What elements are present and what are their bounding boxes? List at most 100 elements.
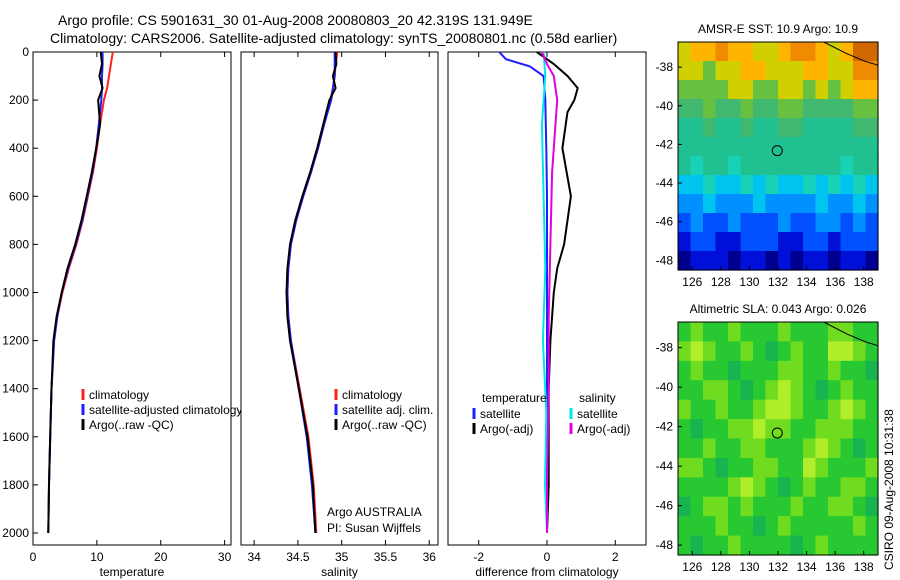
map-cell [778,438,792,459]
map-cell [715,61,729,81]
map-cell [840,156,854,176]
map-cell [815,535,829,556]
map-cell [715,42,729,62]
map-cell [715,175,729,195]
map-cell [840,477,854,498]
map-cell [690,232,704,252]
map-cell [690,156,704,176]
salinity-panel: 34 34.5 35 35.5 36 salinity climatologysatelli… [240,51,439,579]
map-cell [715,496,729,517]
map-cell [790,419,804,440]
plot-frame [240,51,439,546]
map-cell [840,80,854,100]
map-cell [715,457,729,478]
map-cell [790,175,804,195]
map-cell [828,457,842,478]
map-cell [840,42,854,62]
map-cell [790,137,804,157]
y-tick-label: -38 [656,341,674,355]
map-cell [690,516,704,537]
map-cell [865,232,879,252]
map-cell [790,535,804,556]
legend-entry: satellite [480,407,521,421]
map-cell [815,232,829,252]
map-cell [803,477,817,498]
map-cell [803,322,817,343]
map-cell [703,322,717,343]
map-cell [703,457,717,478]
map-cell [828,232,842,252]
map-cell [853,42,867,62]
map-cell [690,42,704,62]
map-cell [753,438,767,459]
map-cell [828,322,842,343]
map-cell [753,99,767,119]
map-cell [828,137,842,157]
map-cell [840,322,854,343]
map-cell [790,99,804,119]
series-line-argo-raw-qc- [285,51,338,534]
map-cell [728,477,742,498]
x-axis-label: difference from climatology [475,565,618,579]
map-cell [790,251,804,271]
map-cell [740,516,754,537]
map-cell [728,457,742,478]
map-cell [778,477,792,498]
map-cell [678,496,692,517]
map-cell [740,496,754,517]
y-tick-label: 600 [9,189,29,203]
map-cell [703,61,717,81]
map-cell [790,80,804,100]
map-cell [678,194,692,214]
map-cell [765,477,779,498]
map-cell [690,399,704,420]
y-tick-label: 1800 [2,478,29,492]
map-cell [678,477,692,498]
map-cell [703,516,717,537]
map-cell [678,80,692,100]
map-cell [753,42,767,62]
map-cell [690,137,704,157]
y-tick-label: -44 [656,459,674,473]
map-cell [803,438,817,459]
map-cell [765,61,779,81]
y-tick-label: 2000 [2,526,29,540]
y-tick-label: 800 [9,237,29,251]
map-cell [803,419,817,440]
map-cell [678,399,692,420]
map-cell [715,399,729,420]
map-cell [865,380,879,401]
map-cell [840,496,854,517]
map-cell [728,213,742,233]
map-cell [678,251,692,271]
map-cell [803,175,817,195]
map-cell [865,80,879,100]
coastline [823,41,879,66]
x-tick-label: 20 [154,550,168,564]
map-cell [728,175,742,195]
x-tick-label: 130 [739,275,759,289]
legend-entry: Argo(..raw -QC) [342,418,427,432]
map-cell [740,156,754,176]
map-cell [828,496,842,517]
y-tick-label: -40 [656,99,674,113]
map-cell [853,360,867,381]
map-cell [765,516,779,537]
map-cell [790,118,804,138]
map-cell [840,137,854,157]
y-tick-label: -42 [656,420,674,434]
map-cell [753,213,767,233]
y-tick-label: -42 [656,137,674,151]
map-cell [803,341,817,362]
map-cell [728,61,742,81]
map-cell [678,457,692,478]
map-cell [753,251,767,271]
map-cell [828,175,842,195]
map-cell [853,194,867,214]
map-cell [853,137,867,157]
map-cell [853,399,867,420]
x-tick-label: 138 [854,275,874,289]
legend-entry: climatology [342,388,402,402]
map-cell [753,137,767,157]
map-cell [865,175,879,195]
